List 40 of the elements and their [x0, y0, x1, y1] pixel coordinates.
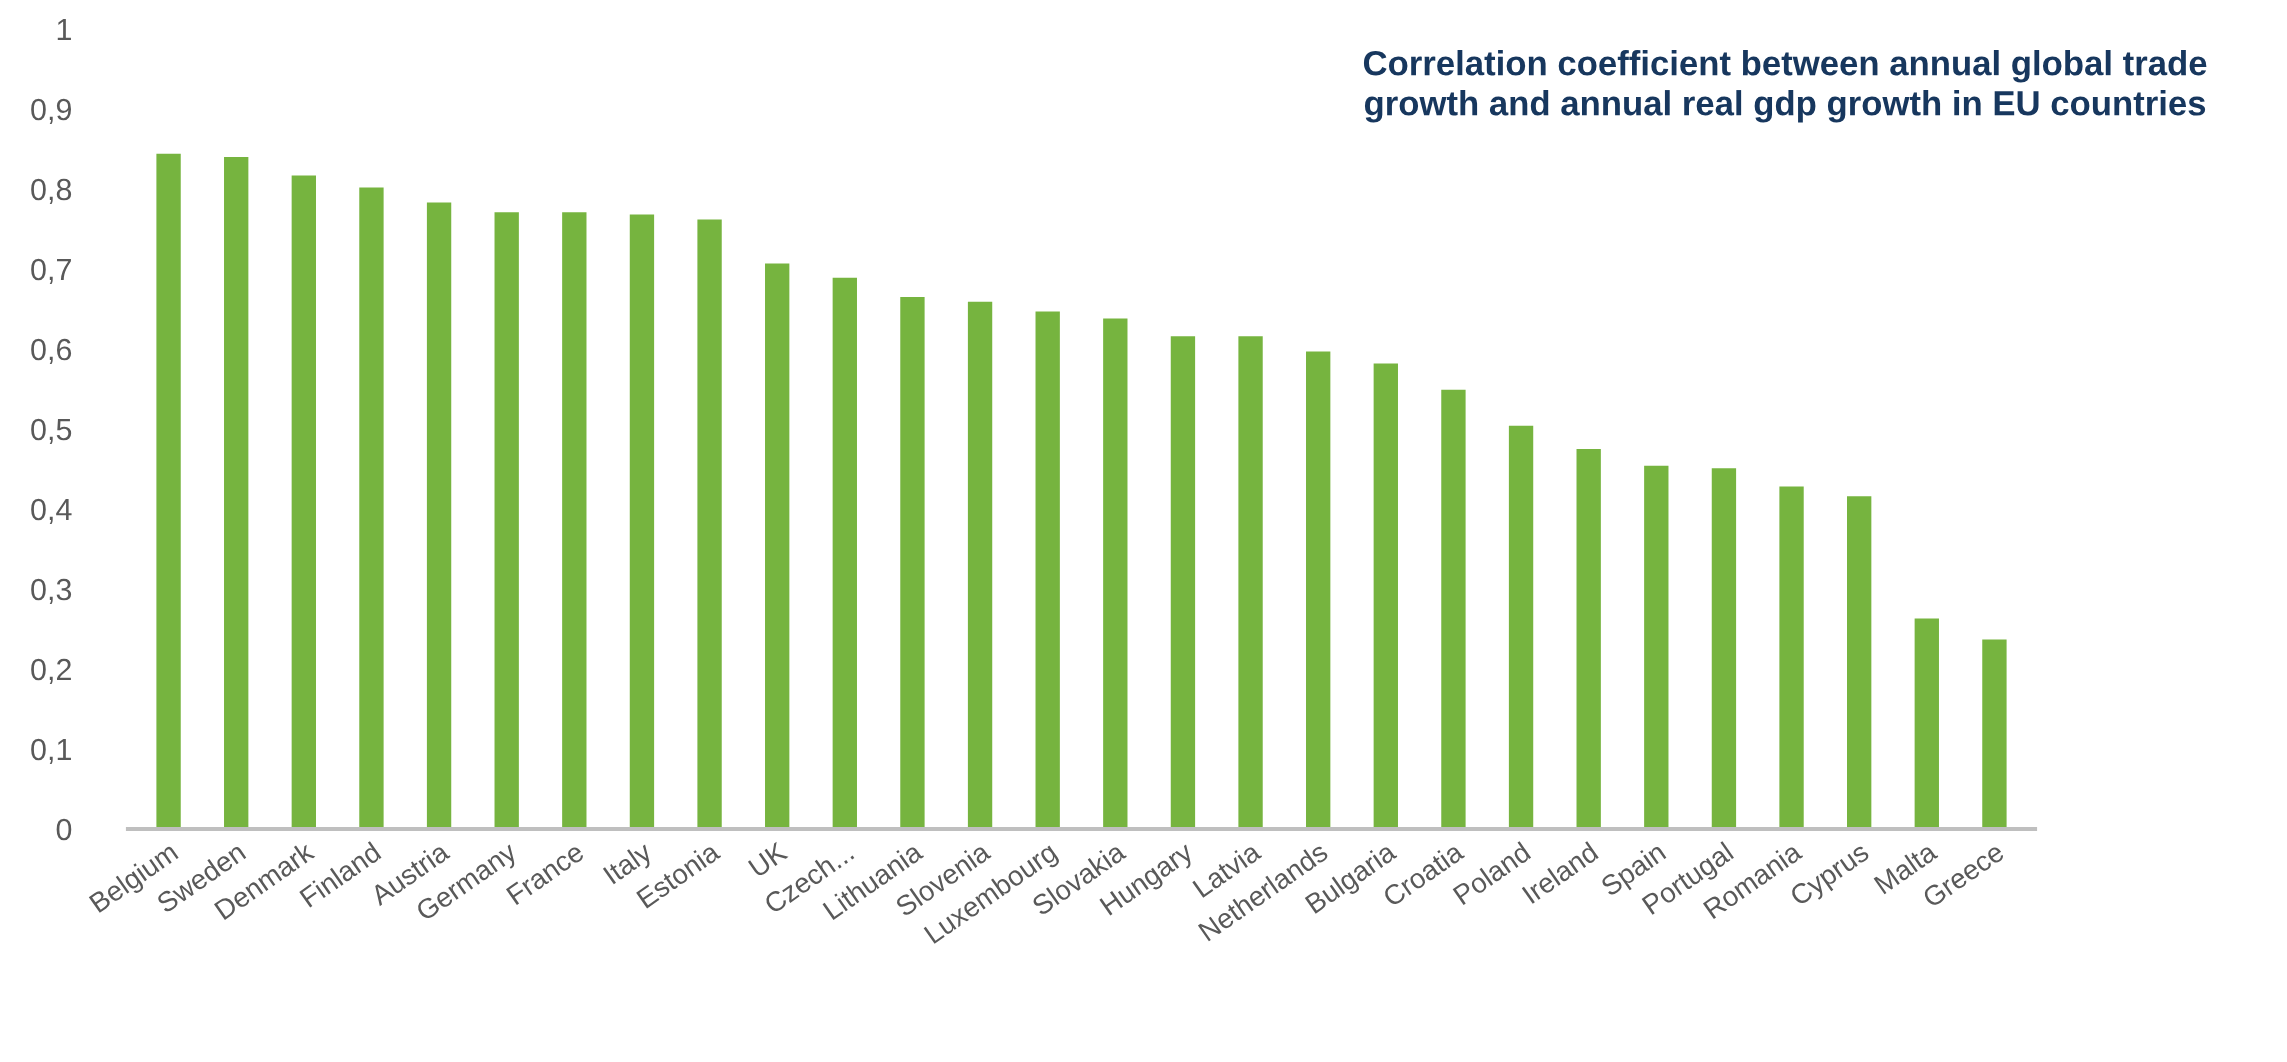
bar [156, 153, 181, 829]
bar [426, 202, 452, 829]
y-tick-label: 1 [57, 19, 71, 41]
bar [900, 297, 925, 829]
bar [1711, 468, 1737, 829]
y-tick-label: 0,5 [31, 418, 72, 444]
bar [1103, 318, 1128, 829]
bar [1576, 449, 1601, 829]
bar [1306, 351, 1331, 829]
y-tick-label: 0,6 [31, 338, 72, 364]
bar [765, 263, 790, 829]
bar [967, 301, 993, 829]
bar [1441, 389, 1466, 829]
bar [1238, 336, 1263, 829]
bar [1982, 639, 2007, 829]
bar [562, 212, 587, 829]
y-tick-label: 0,4 [31, 498, 72, 524]
bar [1373, 363, 1398, 829]
bar [697, 219, 722, 829]
bar [1170, 336, 1196, 829]
bar [224, 157, 249, 829]
bar [629, 214, 655, 829]
y-tick-label: 0 [56, 818, 72, 841]
y-tick-label: 0,8 [31, 178, 72, 204]
bar [1508, 425, 1534, 829]
y-tick-label: 0,7 [31, 258, 71, 284]
bar [1035, 311, 1060, 829]
bar [832, 277, 857, 829]
bar [1779, 486, 1804, 829]
text: Correlation coefficient between annual global trade growth and annual real gdp growth in EU countries [1363, 50, 2207, 123]
bar [1847, 496, 1872, 829]
y-tick-label: 0,1 [31, 738, 71, 764]
y-tick-label: 0,2 [31, 658, 71, 684]
bar [494, 212, 519, 829]
bar [1914, 618, 1939, 829]
bar [291, 175, 316, 829]
y-tick-label: 0,9 [31, 98, 71, 124]
bar [1644, 465, 1669, 829]
bar [359, 187, 384, 829]
y-tick-label: 0,3 [31, 578, 72, 604]
